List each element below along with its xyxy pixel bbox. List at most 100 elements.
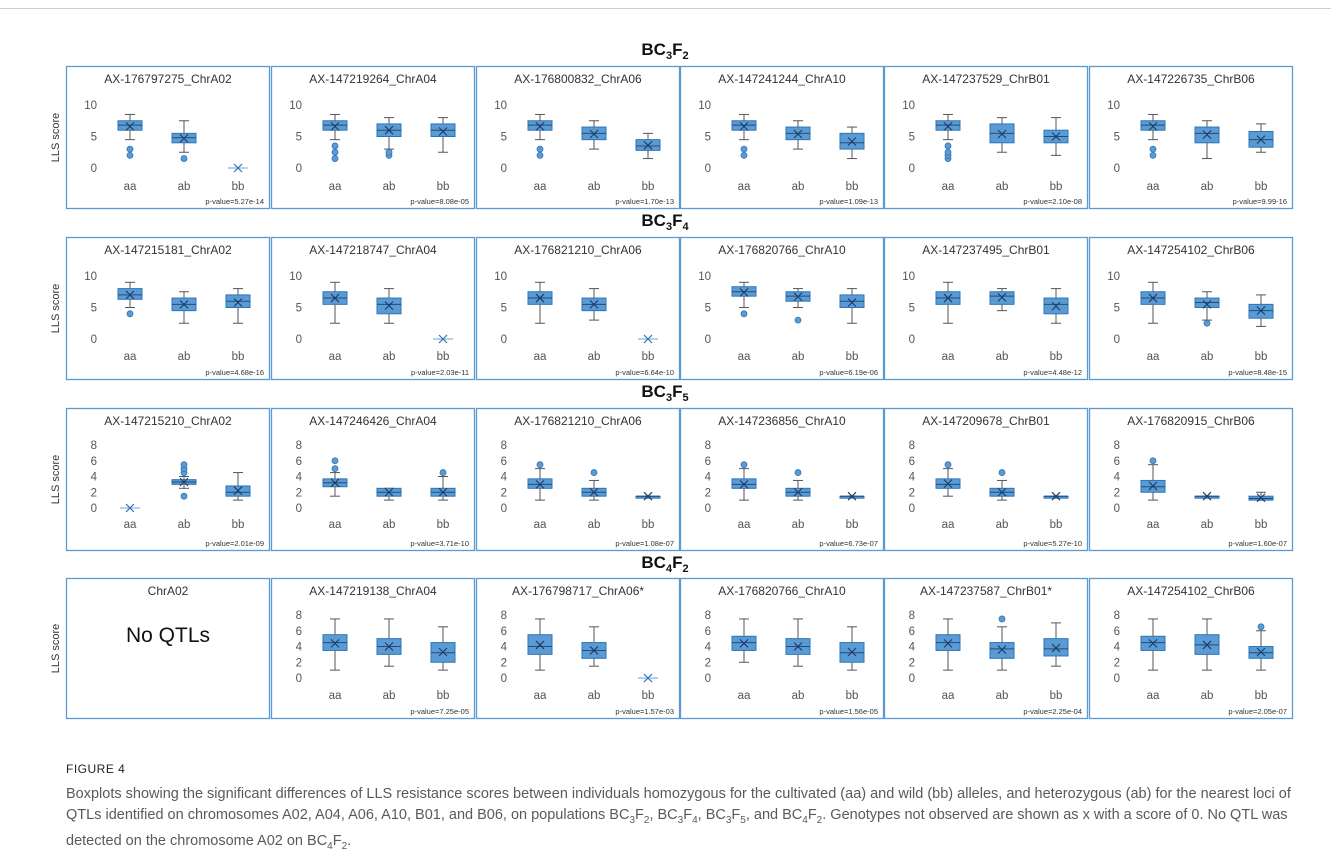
y-tick-label: 5 xyxy=(1114,303,1120,315)
panel: AX-176821210_ChrA06 0 5 10 aa ab bb p-value=6.6… xyxy=(475,236,681,381)
y-tick-label: 0 xyxy=(501,503,507,515)
category-label: ab xyxy=(1201,690,1214,702)
y-tick-label: 0 xyxy=(296,334,302,346)
category-label: ab xyxy=(383,519,396,531)
mean-marker xyxy=(330,478,340,488)
y-tick-label: 5 xyxy=(1114,132,1120,144)
box-ab xyxy=(376,117,402,159)
y-tick-label: 0 xyxy=(91,163,97,175)
box-ab xyxy=(376,288,402,324)
y-tick-label: 2 xyxy=(705,487,711,499)
box-bb xyxy=(1043,117,1069,156)
y-tick-label: 10 xyxy=(1107,271,1120,283)
mean-marker xyxy=(739,122,749,131)
y-tick-label: 0 xyxy=(705,503,711,515)
category-label: bb xyxy=(1050,351,1063,363)
panel: AX-147254102_ChrB06 0 2 4 6 8 aa ab bb p-value=2.… xyxy=(1088,577,1294,720)
box-ab xyxy=(989,117,1015,153)
y-tick-label: 5 xyxy=(91,303,97,315)
category-label: aa xyxy=(329,519,342,531)
box-ab xyxy=(171,120,197,162)
category-label: aa xyxy=(534,351,547,363)
box-ab xyxy=(785,288,811,324)
panel-title: AX-147236856_ChrA10 xyxy=(718,414,846,428)
box-aa xyxy=(1140,113,1166,159)
y-tick-label: 6 xyxy=(1114,456,1120,468)
outlier-point xyxy=(126,151,134,159)
population-title: BC3F2 xyxy=(641,40,688,62)
outlier-point xyxy=(740,151,748,159)
outlier-point xyxy=(1149,151,1157,159)
box-bb xyxy=(1043,491,1069,501)
category-label: bb xyxy=(642,690,655,702)
missing-marker xyxy=(643,334,653,344)
category-label: bb xyxy=(846,519,859,531)
mean-marker xyxy=(589,299,599,309)
panel: AX-147241244_ChrA10 0 5 10 aa ab bb p-value=1.0… xyxy=(679,65,885,210)
category-label: bb xyxy=(846,690,859,702)
category-label: aa xyxy=(329,351,342,363)
panel: AX-176798717_ChrA06* 0 2 4 6 8 aa ab bb p-value=1… xyxy=(475,577,681,720)
box-bb xyxy=(1248,623,1274,671)
panel-title: AX-147237529_ChrB01 xyxy=(922,72,1050,86)
mean-marker xyxy=(589,646,599,655)
mean-marker xyxy=(1202,491,1212,501)
outlier-point xyxy=(331,457,339,465)
y-tick-label: 8 xyxy=(1114,440,1120,452)
y-tick-label: 4 xyxy=(501,642,508,654)
population-bc3f2: BC3F2 LLS score AX-176797275_ChrA02 0 5 10 aa a… xyxy=(50,40,1294,210)
mean-marker xyxy=(739,479,749,489)
population-title: BC4F2 xyxy=(641,553,688,575)
missing-marker xyxy=(438,334,448,344)
box-aa xyxy=(117,113,143,159)
mean-marker xyxy=(943,122,953,131)
outlier-point xyxy=(998,615,1006,623)
panel-frame xyxy=(270,65,476,210)
p-value-label: p-value=2.25e-04 xyxy=(1023,707,1082,716)
figure-label: FIGURE 4 xyxy=(66,762,126,776)
mean-marker xyxy=(384,642,394,651)
category-label: bb xyxy=(437,351,450,363)
category-label: bb xyxy=(232,351,245,363)
y-tick-label: 0 xyxy=(705,334,711,346)
box-aa xyxy=(527,113,553,159)
category-label: ab xyxy=(996,519,1009,531)
y-tick-label: 8 xyxy=(1114,610,1120,622)
mean-marker xyxy=(589,487,599,497)
y-tick-label: 0 xyxy=(909,503,915,515)
outlier-point xyxy=(331,148,339,156)
mean-marker xyxy=(943,638,953,648)
category-label: aa xyxy=(534,690,547,702)
y-tick-label: 0 xyxy=(1114,503,1120,515)
mean-marker xyxy=(1202,299,1212,309)
panel-title: ChrA02 xyxy=(148,584,189,598)
y-tick-label: 10 xyxy=(698,271,711,283)
y-tick-label: 0 xyxy=(296,673,302,685)
outlier-point xyxy=(794,469,802,476)
p-value-label: p-value=6.19e-06 xyxy=(819,368,878,377)
box-bb xyxy=(1248,491,1274,503)
y-tick-label: 6 xyxy=(501,456,507,468)
y-axis-label: LLS score xyxy=(50,624,62,674)
category-label: aa xyxy=(329,181,342,193)
mean-marker xyxy=(1148,122,1158,131)
iqr-box xyxy=(731,478,757,489)
category-label: ab xyxy=(588,351,601,363)
y-tick-label: 8 xyxy=(91,440,97,452)
panel: AX-147237587_ChrB01* 0 2 4 6 8 aa ab bb p-value=2… xyxy=(883,577,1089,720)
mean-marker xyxy=(847,647,857,657)
outlier-point xyxy=(126,145,134,153)
mean-marker xyxy=(125,290,135,300)
category-label: ab xyxy=(383,351,396,363)
population-bc3f4: BC3F4 LLS score AX-147215181_ChrA02 0 5 10 aa a… xyxy=(50,211,1294,381)
y-tick-label: 0 xyxy=(909,673,915,685)
box-ab xyxy=(581,626,607,667)
box-bb xyxy=(839,126,865,160)
box-ab xyxy=(171,461,197,500)
mean-marker xyxy=(535,122,545,131)
panel-frame xyxy=(883,407,1089,552)
y-tick-label: 0 xyxy=(705,673,711,685)
y-tick-label: 2 xyxy=(909,657,915,669)
mean-marker xyxy=(1202,130,1212,139)
mean-marker xyxy=(438,487,448,497)
